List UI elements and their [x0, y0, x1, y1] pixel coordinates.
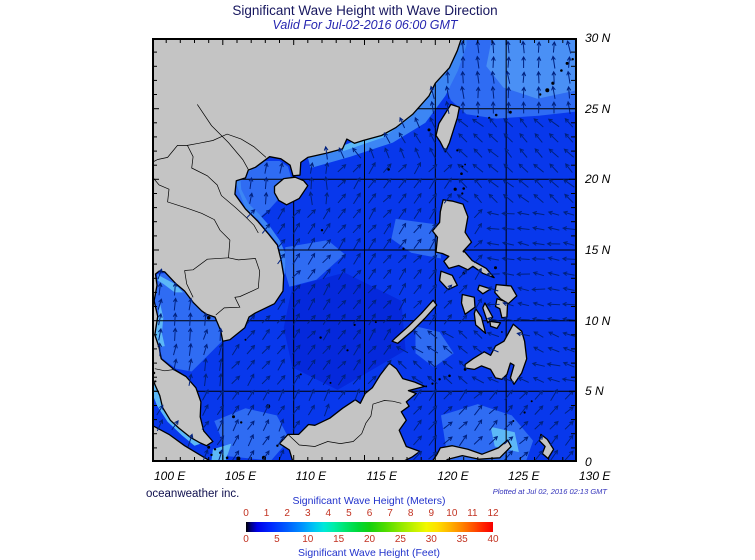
lon-tick-label: 105 E	[224, 469, 257, 483]
colorbar-feet-tick: 5	[274, 534, 280, 545]
lon-tick-label: 100 E	[154, 469, 186, 483]
credit-text: oceanweather inc.	[146, 488, 240, 500]
colorbar-feet-tick: 40	[487, 534, 499, 545]
lat-tick-label: 30 N	[585, 31, 611, 45]
lon-tick-label: 125 E	[508, 469, 540, 483]
colorbar-meters-tick: 8	[407, 508, 414, 519]
colorbar-meters-tick: 0	[243, 508, 249, 519]
lat-tick-label: 10 N	[585, 313, 611, 328]
lat-tick-label: 15 N	[585, 243, 611, 257]
colorbar-meters-tick: 4	[325, 508, 332, 519]
landmasses	[152, 38, 555, 462]
map-canvas	[152, 38, 577, 462]
wave-direction-arrows	[156, 40, 576, 462]
colorbar-meters-tick: 1	[263, 508, 270, 519]
colorbar-feet-ticks: 0 5 10 15 20 25 30 35 40	[243, 534, 498, 546]
colorbar-meters-label: Significant Wave Height (Meters)	[292, 495, 446, 507]
colorbar-feet-tick: 20	[363, 534, 376, 545]
colorbar-feet-tick: 10	[302, 534, 314, 545]
colorbar-meters-tick: 3	[304, 508, 311, 519]
colorbar-meters-ticks: 0 1 2 3 4 5 6 7 8 9 10 11 12	[243, 508, 498, 520]
colorbar-feet-tick: 25	[394, 534, 406, 545]
colorbar-feet-tick: 35	[456, 534, 468, 545]
lat-tick-label: 20 N	[585, 172, 611, 187]
colorbar-meters-tick: 7	[387, 508, 393, 519]
colorbar-gradient	[246, 522, 493, 532]
lat-tick-label: 5 N	[585, 384, 604, 399]
lon-tick-label: 130 E	[579, 469, 611, 483]
colorbar-feet-tick: 30	[425, 534, 437, 545]
colorbar-meters-tick: 6	[366, 508, 373, 519]
country-borders	[152, 104, 402, 447]
lat-tick-label: 0	[585, 455, 592, 469]
colorbar-meters-tick: 5	[346, 508, 352, 519]
lat-tick-label: 25 N	[585, 101, 611, 116]
lon-tick-label: 115 E	[366, 469, 397, 483]
colorbar-feet-tick: 15	[333, 534, 345, 545]
chart-title: Significant Wave Height with Wave Direct…	[232, 3, 498, 18]
colorbar-meters-tick: 10	[446, 508, 458, 519]
colorbar-feet-label: Significant Wave Height (Feet)	[297, 547, 440, 559]
plotted-timestamp: Plotted at Jul 02, 2016 02:13 GMT	[492, 487, 607, 496]
map-frame	[152, 38, 577, 462]
colorbar-meters-tick: 11	[467, 508, 478, 519]
colorbar-meters-tick: 12	[487, 508, 499, 519]
chart-subtitle: Valid For Jul-02-2016 06:00 GMT	[272, 18, 458, 32]
lon-tick-label: 120 E	[437, 469, 469, 483]
small-islands	[152, 58, 574, 461]
lon-tick-label: 110 E	[295, 469, 327, 483]
colorbar-meters-tick: 2	[284, 508, 290, 519]
colorbar-feet-tick: 0	[243, 534, 249, 545]
colorbar-meters-tick: 9	[428, 508, 435, 519]
